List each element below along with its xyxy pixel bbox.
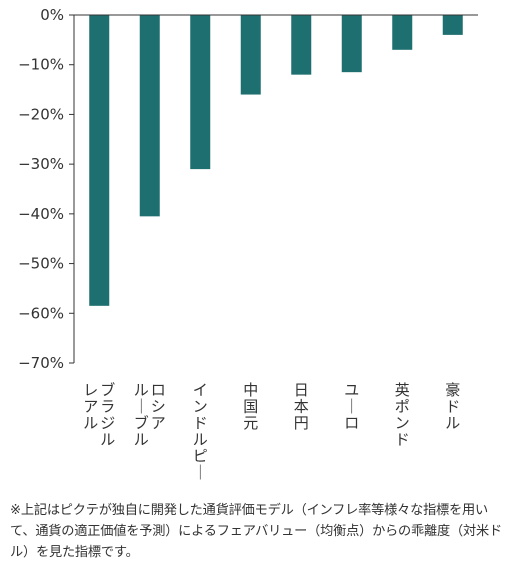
y-tick-label: −10% [18,56,64,74]
x-tick-label: 豪ドル [445,381,460,432]
bar [240,15,261,95]
y-tick-label: −60% [18,304,64,322]
bar [341,15,362,73]
x-tick-label-column: 豪ドル [445,381,460,432]
bar [139,15,160,217]
y-tick-label: −40% [18,205,64,223]
x-tick-label-column: ロシア [151,381,166,432]
y-tick-label: −70% [18,354,64,372]
x-tick-label-column: ブラジル [100,381,115,449]
x-tick-label-column: ル｜ブル [134,381,149,449]
x-tick-label: 英ポンド [395,381,410,449]
y-tick-label: −20% [18,105,64,123]
x-tick-label-column: ユ｜ロ [344,381,359,432]
chart-svg: 0%−10%−20%−30%−40%−50%−60%−70%レアルブラジルル｜ブ… [18,6,478,482]
bar [442,15,463,35]
x-tick-label: 中国元 [243,381,258,432]
x-tick-label: インドルピ｜ [193,381,208,482]
y-tick-label: −50% [18,255,64,273]
bar [89,15,110,306]
bar-chart: 0% −10% −20% −30% −40% −50% −60% −70% レアル ブラジル ル｜ブ… [18,6,478,482]
x-tick-label-column: インドルピ｜ [193,381,208,482]
x-tick-label: ユ｜ロ [344,381,359,432]
y-tick-label: 0% [40,6,64,24]
bar [190,15,211,170]
bar [392,15,413,50]
x-tick-label-column: レアル [83,381,98,432]
x-tick-label-column: 中国元 [243,381,258,432]
footnote: ※上記はピクテが独自に開発した通貨評価モデル（インフレ率等様々な指標を用いて、通… [10,503,502,560]
x-tick-label-column: 日本円 [294,381,309,432]
x-tick-label-column: 英ポンド [395,381,410,449]
y-tick-label: −30% [18,155,64,173]
bar [291,15,312,75]
x-tick-label: 日本円 [294,381,309,432]
